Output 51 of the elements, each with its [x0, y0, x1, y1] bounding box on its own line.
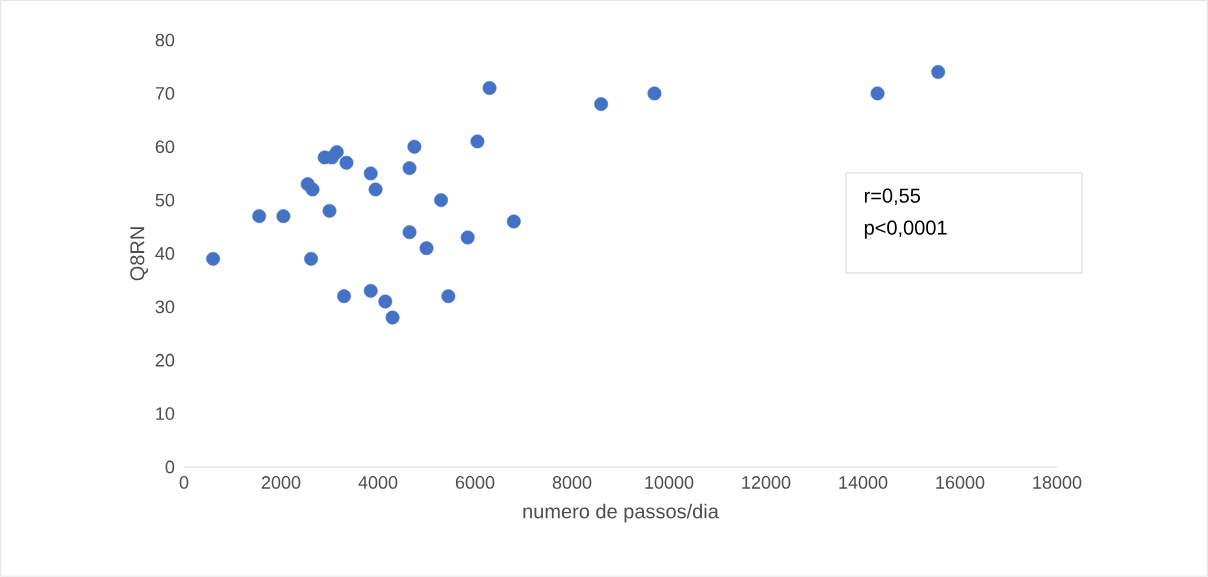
x-tick-label: 10000 [645, 476, 694, 489]
point [594, 97, 609, 111]
y-tick-label: 70 [155, 87, 175, 100]
y-tick-label: 30 [155, 300, 175, 314]
x-tick-label: 18000 [1033, 476, 1082, 489]
x-tick-label: 14000 [839, 476, 888, 489]
point [434, 193, 448, 208]
y-tick-label: 0 [165, 460, 175, 474]
point [441, 289, 456, 304]
point [402, 161, 417, 176]
annotation: p<0,0001 [864, 220, 947, 239]
point [368, 182, 383, 197]
y-tick-label: 50 [155, 193, 175, 207]
y-tick-label: 10 [156, 407, 175, 420]
point [322, 203, 337, 218]
y-axis-title: Q8RN [130, 227, 148, 281]
annotation: r=0,55 [864, 188, 921, 206]
point [482, 81, 497, 95]
point [304, 251, 319, 266]
y-tick-label: 20 [155, 353, 175, 367]
point [206, 251, 221, 266]
point [252, 209, 267, 224]
point [276, 209, 291, 224]
x-tick-label: 2000 [261, 476, 301, 489]
y-tick-label: 60 [155, 140, 175, 154]
x-axis-title: numero de passos/dia [523, 503, 719, 523]
point [419, 241, 434, 256]
x-tick-label: 4000 [358, 476, 398, 489]
y-tick-label: 80 [155, 33, 175, 47]
point [385, 310, 400, 325]
y-tick-label: 40 [155, 247, 175, 260]
x-tick-label: 16000 [936, 476, 985, 489]
point [329, 145, 344, 160]
point [339, 155, 354, 170]
point [870, 86, 885, 101]
point [378, 294, 393, 309]
point [337, 289, 351, 304]
point [470, 134, 485, 149]
x-tick-label: 12000 [742, 476, 791, 489]
x-tick-label: 6000 [455, 476, 495, 489]
point [363, 283, 378, 298]
x-tick-label: 8000 [552, 476, 592, 489]
point [506, 214, 521, 229]
x-tick-label: 0 [179, 476, 189, 489]
point [402, 225, 417, 240]
point [407, 139, 422, 154]
point [647, 86, 662, 101]
point [305, 182, 320, 197]
point [931, 65, 946, 79]
point [363, 166, 378, 181]
point [460, 230, 475, 245]
